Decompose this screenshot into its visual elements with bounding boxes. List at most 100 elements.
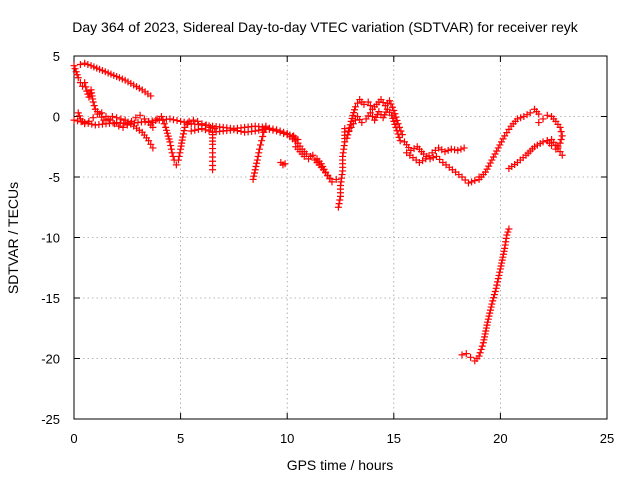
data-point — [500, 247, 508, 255]
data-point — [292, 135, 300, 143]
data-point — [475, 352, 483, 360]
data-point — [70, 116, 78, 124]
data-point — [494, 144, 502, 152]
data-point — [81, 119, 89, 127]
data-point — [485, 162, 493, 170]
data-point — [72, 68, 80, 76]
data-point — [343, 134, 351, 142]
data-point — [84, 119, 92, 127]
data-point — [364, 98, 372, 106]
data-point — [253, 159, 261, 167]
data-point — [494, 275, 502, 283]
data-point — [255, 145, 263, 153]
data-point — [490, 291, 498, 299]
data-point — [249, 175, 257, 183]
data-point — [388, 103, 396, 111]
data-point — [483, 321, 491, 329]
data-point — [85, 93, 93, 101]
data-point — [366, 102, 374, 110]
data-point — [539, 138, 547, 146]
data-point — [177, 117, 185, 125]
data-point — [145, 137, 153, 145]
data-point — [481, 330, 489, 338]
data-point — [262, 122, 270, 130]
data-point — [491, 150, 499, 158]
data-point — [366, 109, 374, 117]
data-point — [269, 126, 277, 134]
data-point — [334, 203, 342, 211]
data-point — [487, 303, 495, 311]
data-point — [489, 297, 497, 305]
data-point — [258, 137, 266, 145]
x-tick-label: 5 — [177, 431, 184, 446]
data-point — [391, 120, 399, 128]
data-point — [351, 116, 359, 124]
data-point — [392, 123, 400, 131]
x-tick-label: 15 — [387, 431, 401, 446]
data-point — [498, 259, 506, 267]
data-point — [460, 144, 468, 152]
data-point — [552, 145, 560, 153]
data-point — [557, 135, 565, 143]
x-tick-label: 0 — [70, 431, 77, 446]
data-point — [344, 131, 352, 139]
data-point — [254, 152, 262, 160]
data-point — [205, 127, 213, 135]
data-point — [498, 256, 506, 264]
data-point — [477, 345, 485, 353]
data-point — [309, 151, 317, 159]
data-point — [496, 141, 504, 149]
data-point — [539, 115, 547, 123]
data-point — [513, 115, 521, 123]
data-point — [451, 146, 459, 154]
data-point — [108, 113, 116, 120]
data-point — [79, 82, 87, 90]
data-point — [169, 152, 177, 160]
grid-lines — [74, 56, 607, 419]
data-point — [493, 281, 501, 289]
y-tick-label: -5 — [48, 170, 60, 185]
data-point — [332, 175, 340, 183]
data-point — [497, 138, 505, 146]
data-point — [147, 140, 155, 148]
data-point — [74, 117, 82, 125]
data-point — [191, 126, 199, 134]
data-point — [180, 118, 188, 126]
data-point — [457, 145, 465, 153]
data-point — [257, 141, 265, 149]
data-point — [201, 126, 209, 134]
data-point — [187, 127, 195, 135]
y-tick-label: 5 — [53, 49, 60, 64]
x-tick-label: 10 — [280, 431, 294, 446]
data-point — [167, 145, 175, 153]
data-point — [388, 111, 396, 119]
data-point — [100, 116, 108, 124]
data-point — [393, 127, 401, 135]
data-point — [136, 111, 144, 119]
data-point — [486, 159, 494, 167]
data-point — [174, 156, 182, 164]
data-point — [273, 127, 281, 135]
data-point — [88, 120, 96, 128]
data-point — [422, 155, 430, 163]
data-point — [194, 125, 202, 133]
data-point — [484, 315, 492, 323]
data-point — [172, 161, 180, 169]
data-point — [461, 176, 469, 184]
data-point — [261, 125, 269, 133]
data-point — [535, 119, 543, 127]
x-axis-label: GPS time / hours — [287, 457, 394, 473]
data-point — [209, 166, 217, 174]
data-point — [252, 163, 260, 171]
data-point — [393, 116, 401, 124]
data-point — [390, 117, 398, 125]
data-point — [558, 151, 566, 159]
data-point — [483, 165, 491, 173]
data-point — [499, 253, 507, 261]
data-point — [237, 127, 245, 135]
chart-title: Day 364 of 2023, Sidereal Day-to-day VTE… — [72, 19, 578, 35]
data-point — [335, 200, 343, 208]
data-point — [468, 178, 476, 186]
data-point — [169, 116, 177, 124]
data-point — [523, 111, 531, 119]
